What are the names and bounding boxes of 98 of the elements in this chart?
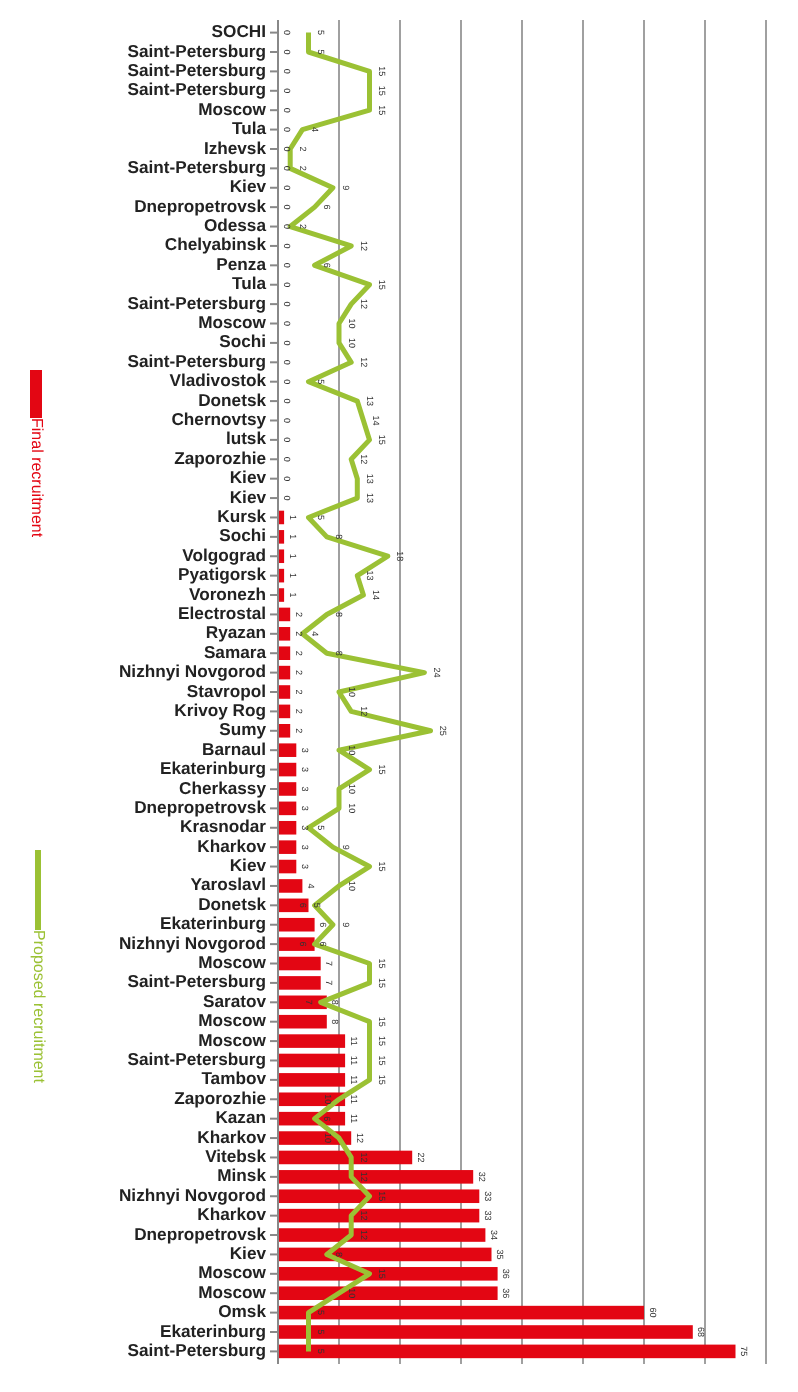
y-tick-label: Moscow bbox=[198, 952, 267, 973]
y-tick-label: Pyatigorsk bbox=[178, 564, 267, 585]
y-tick-label: Chelyabinsk bbox=[164, 234, 267, 255]
y-tick-label: Odessa bbox=[203, 215, 267, 236]
y-tick-label: Voronezh bbox=[188, 583, 266, 604]
y-tick-label: Ekaterinburg bbox=[159, 913, 266, 934]
y-tick-label: Moscow bbox=[198, 312, 267, 333]
y-tick-label: Donetsk bbox=[198, 893, 267, 914]
bar bbox=[278, 956, 321, 971]
y-tick-label: Vladivostok bbox=[169, 370, 267, 391]
y-tick-label: Tula bbox=[231, 273, 267, 294]
bar bbox=[278, 1208, 480, 1223]
text: Final recruitment bbox=[27, 418, 46, 539]
y-tick-label: Kiev bbox=[229, 855, 267, 876]
bar bbox=[278, 1073, 346, 1087]
bar bbox=[278, 1325, 693, 1339]
y-tick-label: Saint-Petersburg bbox=[127, 1049, 266, 1070]
bar bbox=[278, 976, 321, 990]
text: Proposed recruitment bbox=[29, 930, 48, 1085]
y-tick-label: Chernovtsy bbox=[171, 409, 267, 430]
y-tick-label: Moscow bbox=[198, 1010, 267, 1031]
bar bbox=[278, 627, 291, 641]
bar bbox=[278, 1305, 644, 1320]
y-tick-label: Omsk bbox=[218, 1301, 267, 1322]
y-tick-label: Sochi bbox=[219, 331, 266, 352]
y-tick-label: Kiev bbox=[229, 176, 267, 197]
y-tick-label: Samara bbox=[203, 641, 267, 662]
y-tick-label: Saint-Petersburg bbox=[127, 292, 266, 313]
y-tick-label: Dnepropetrovsk bbox=[134, 1223, 267, 1244]
bar bbox=[278, 879, 303, 893]
y-tick-label: Zaporozhie bbox=[174, 1087, 267, 1108]
y-tick-label: Saint-Petersburg bbox=[127, 971, 266, 992]
bar bbox=[278, 685, 291, 699]
y-tick-label: Kiev bbox=[229, 467, 267, 488]
bar bbox=[278, 1014, 327, 1029]
y-tick-label: Stavropol bbox=[186, 680, 266, 701]
y-tick-label: Saratov bbox=[202, 990, 267, 1011]
bar bbox=[278, 1228, 486, 1242]
bar bbox=[278, 1286, 498, 1300]
bar bbox=[278, 1053, 346, 1068]
bar bbox=[278, 840, 297, 854]
y-tick-label: Moscow bbox=[198, 1262, 267, 1283]
bar bbox=[278, 1034, 346, 1048]
y-tick-label: Yaroslavl bbox=[190, 874, 266, 895]
y-tick-label: Zaporozhie bbox=[174, 447, 267, 468]
bar bbox=[278, 782, 297, 796]
y-tick-label: Saint-Petersburg bbox=[127, 156, 266, 177]
y-tick-label: Saint-Petersburg bbox=[127, 350, 266, 371]
y-tick-label: Saint-Petersburg bbox=[127, 59, 266, 80]
bar bbox=[278, 917, 315, 932]
y-tick-label: Saint-Petersburg bbox=[127, 40, 266, 61]
y-tick-label: Kursk bbox=[217, 505, 267, 526]
y-tick-label: Volgograd bbox=[182, 544, 266, 565]
y-tick-label: Krasnodar bbox=[180, 816, 268, 837]
y-tick-label: Vitebsk bbox=[205, 1145, 267, 1166]
y-tick-label: Moscow bbox=[198, 98, 267, 119]
bar bbox=[278, 820, 297, 835]
bar bbox=[278, 1170, 474, 1184]
y-tick-label: Saint-Petersburg bbox=[127, 79, 266, 100]
y-tick-label: Kharkov bbox=[197, 1204, 267, 1225]
y-tick-label: Nizhnyi Novgorod bbox=[118, 1184, 266, 1205]
y-tick-label: Nizhnyi Novgorod bbox=[118, 932, 266, 953]
y-tick-label: Ekaterinburg bbox=[159, 1320, 266, 1341]
y-tick-label: Krivoy Rog bbox=[174, 699, 266, 720]
bar bbox=[278, 1267, 498, 1281]
bar bbox=[278, 1189, 480, 1204]
y-tick-label: Moscow bbox=[198, 1281, 267, 1302]
y-tick-label: Dnepropetrovsk bbox=[134, 195, 267, 216]
y-tick-label: Kiev bbox=[229, 486, 267, 507]
bar bbox=[278, 937, 315, 951]
y-tick-label: Barnaul bbox=[202, 738, 266, 759]
y-tick-label: Moscow bbox=[198, 1029, 267, 1050]
y-tick-label: Kharkov bbox=[197, 835, 267, 856]
y-tick-label: Ekaterinburg bbox=[159, 758, 266, 779]
y-tick-label: SOCHI bbox=[211, 21, 266, 42]
bar bbox=[278, 1344, 736, 1359]
y-tick-label: Tula bbox=[231, 118, 267, 139]
y-tick-label: Dnepropetrovsk bbox=[134, 796, 267, 817]
bar bbox=[278, 1247, 492, 1262]
y-tick-label: Ryazan bbox=[205, 622, 266, 643]
y-tick-label: Sumy bbox=[219, 719, 267, 740]
y-tick-label: Penza bbox=[216, 253, 267, 274]
y-tick-label: Minsk bbox=[217, 1165, 267, 1186]
y-tick-label: Sochi bbox=[219, 525, 266, 546]
y-tick-label: Electrostal bbox=[178, 602, 266, 623]
y-tick-label: Izhevsk bbox=[203, 137, 267, 158]
y-tick-label: Kazan bbox=[215, 1107, 266, 1128]
y-tick-label: Saint-Petersburg bbox=[127, 1339, 266, 1360]
y-tick-label: Nizhnyi Novgorod bbox=[118, 661, 266, 682]
y-tick-label: Tambov bbox=[201, 1068, 267, 1089]
y-tick-label: Kiev bbox=[229, 1242, 267, 1263]
y-tick-label: Donetsk bbox=[198, 389, 267, 410]
y-tick-label: Cherkassy bbox=[179, 777, 267, 798]
bar bbox=[278, 743, 297, 757]
y-tick-label: Kharkov bbox=[197, 1126, 267, 1147]
bar bbox=[278, 724, 291, 738]
bar bbox=[278, 646, 291, 660]
y-tick-label: lutsk bbox=[225, 428, 267, 449]
